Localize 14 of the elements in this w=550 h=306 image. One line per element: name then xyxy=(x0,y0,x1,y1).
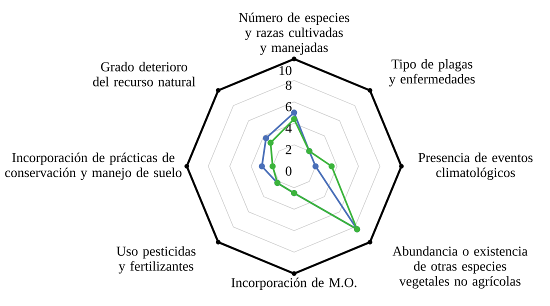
y-tick-label: 4 xyxy=(285,124,292,133)
spoke-label: Presencia de eventos climatológicos xyxy=(418,152,533,180)
spoke-label: Tipo de plagas y enfermedades xyxy=(389,59,475,87)
y-tick-label: 8 xyxy=(286,80,292,90)
y-tick-label: 6 xyxy=(286,102,292,112)
y-tick-label: 0 xyxy=(286,166,292,176)
spoke-label: Número de especies y razas cultivadas y manejadas xyxy=(238,12,350,56)
spoke-label: Uso pesticidas y fertilizantes xyxy=(116,246,196,274)
spoke-label: Incorporación de M.O. xyxy=(231,278,356,290)
spoke-label: Abundancia o existencia de otras especies vegetales no agrícolas xyxy=(392,246,528,289)
spoke-label: Grado deterioro del recurso natural xyxy=(93,62,196,87)
y-tick-label: 10 xyxy=(280,66,292,76)
spoke-label: Incorporación de prácticas de conservación y manejo de suelo xyxy=(5,152,182,180)
y-tick-label: 2 xyxy=(286,145,292,154)
